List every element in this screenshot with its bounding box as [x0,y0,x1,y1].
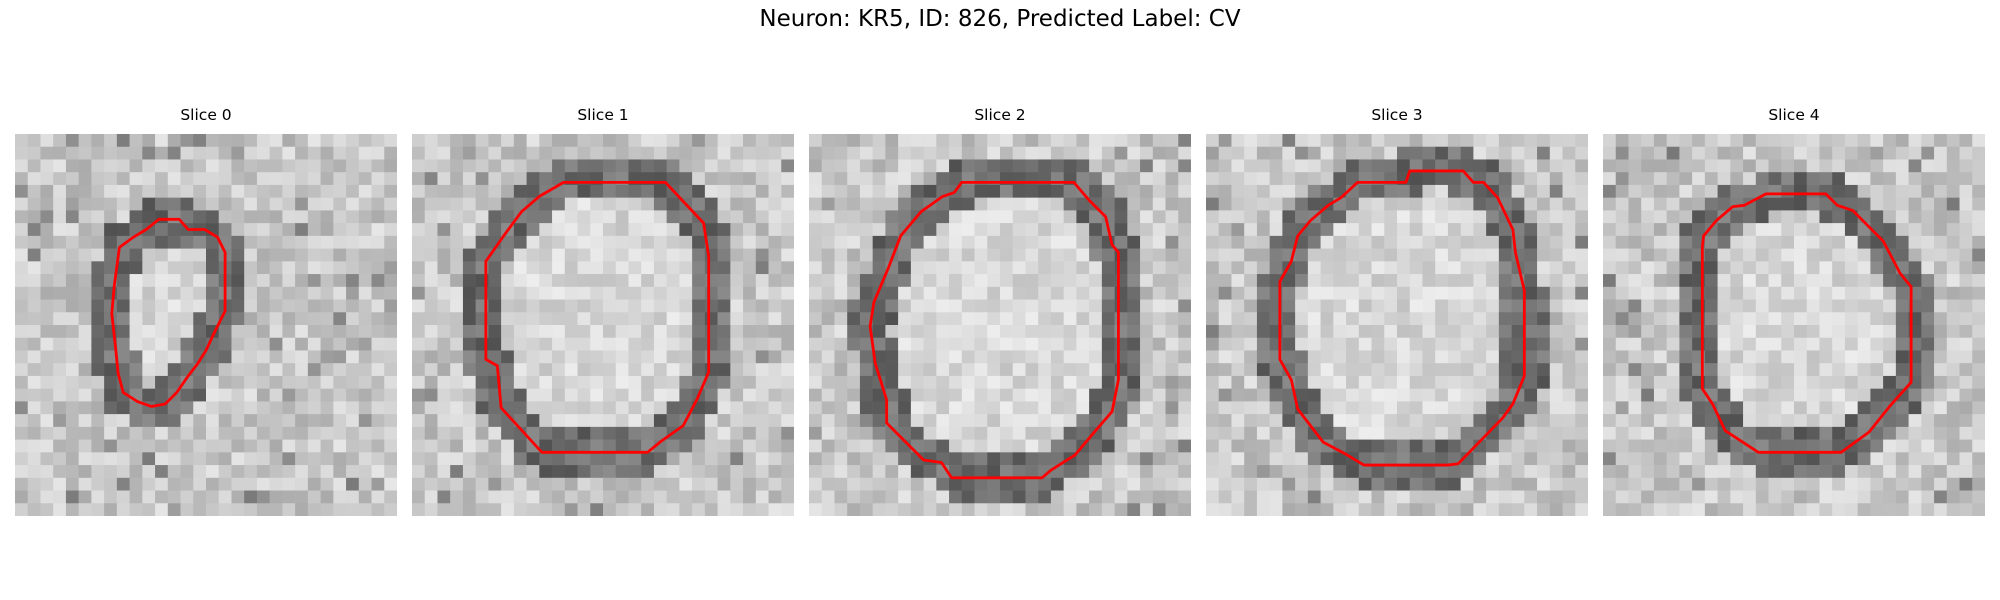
grayscale-pixels [1603,134,1985,516]
segmentation-contour [484,180,711,454]
grayscale-pixels [809,134,1191,516]
slice-image-canvas [15,134,397,516]
slice-title: Slice 3 [1371,106,1423,124]
slice-image [412,134,794,516]
slice-image [1206,134,1588,516]
segmentation-contour [868,180,1120,480]
slice-image-canvas [1206,134,1588,516]
slice-image-canvas [1603,134,1985,516]
slice-image [809,134,1191,516]
slice-title: Slice 0 [180,106,232,124]
grayscale-pixels [15,134,397,516]
grayscale-pixels [412,134,794,516]
slice-image [1603,134,1985,516]
segmentation-contour [110,217,227,408]
segmentation-contour [1700,192,1913,454]
slice-title: Slice 2 [974,106,1026,124]
slice-title: Slice 1 [577,106,629,124]
slice-image-canvas [809,134,1191,516]
slice-image [15,134,397,516]
segmentation-contour [1278,169,1526,467]
slice-title: Slice 4 [1768,106,1820,124]
grayscale-pixels [1206,134,1588,516]
figure-title: Neuron: KR5, ID: 826, Predicted Label: C… [759,6,1241,32]
slice-image-canvas [412,134,794,516]
